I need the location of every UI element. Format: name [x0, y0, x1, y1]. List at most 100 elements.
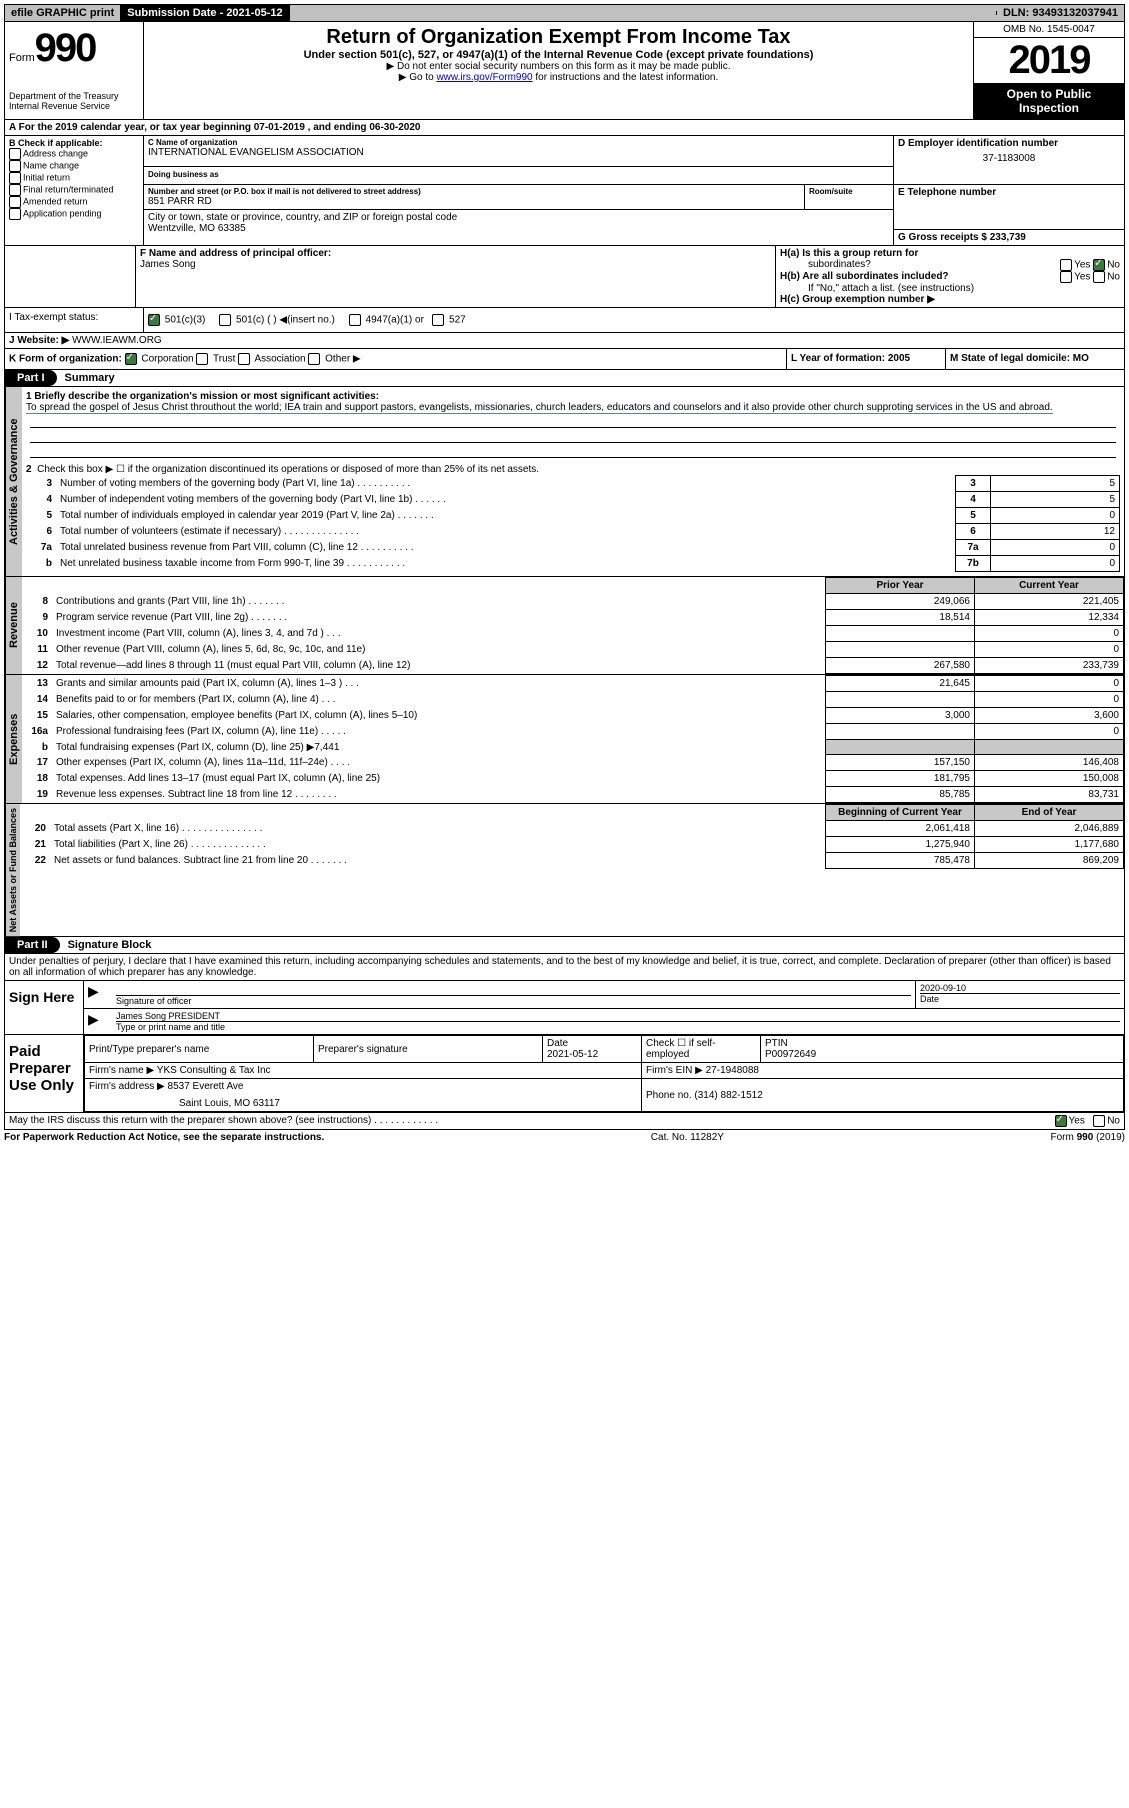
- col-d: D Employer identification number 37-1183…: [893, 136, 1124, 245]
- topbar-spacer: [290, 11, 997, 15]
- chk-amended[interactable]: [9, 196, 21, 208]
- rev-content: Prior Year Current Year 8Contributions a…: [22, 577, 1124, 674]
- table-row: 11Other revenue (Part VIII, column (A), …: [22, 642, 1124, 658]
- chk-pending[interactable]: [9, 208, 21, 220]
- l-val: L Year of formation: 2005: [791, 353, 910, 364]
- blank2: [30, 428, 1116, 443]
- net-content: Beginning of Current Year End of Year 20…: [20, 804, 1124, 936]
- prior-h: Prior Year: [826, 578, 975, 594]
- discuss-yes: Yes: [1069, 1116, 1085, 1127]
- chk-501c[interactable]: [219, 314, 231, 326]
- f-name: James Song: [140, 259, 196, 270]
- hb-no: No: [1107, 272, 1120, 283]
- net-header: Beginning of Current Year End of Year: [20, 805, 1124, 821]
- firm-ein-l: Firm's EIN ▶: [646, 1065, 703, 1076]
- print-name: Print/Type preparer's name: [85, 1036, 314, 1063]
- k-trust: Trust: [213, 354, 235, 365]
- hb-no-chk[interactable]: [1093, 271, 1105, 283]
- irs-link[interactable]: www.irs.gov/Form990: [436, 72, 532, 83]
- form-number: Form 990: [9, 26, 139, 71]
- sig-date-val: 2020-09-10: [920, 983, 1120, 993]
- table-row: 22Net assets or fund balances. Subtract …: [20, 853, 1124, 869]
- table-row: 12Total revenue—add lines 8 through 11 (…: [22, 658, 1124, 674]
- street-box: Number and street (or P.O. box if mail i…: [144, 185, 893, 210]
- footer-left: For Paperwork Reduction Act Notice, see …: [4, 1132, 324, 1143]
- current-h: Current Year: [975, 578, 1124, 594]
- gross-box: G Gross receipts $ 233,739: [894, 230, 1124, 245]
- open-public: Open to Public Inspection: [974, 83, 1124, 119]
- table-row: 15Salaries, other compensation, employee…: [22, 708, 1124, 724]
- chk-other[interactable]: [308, 353, 320, 365]
- row-i: I Tax-exempt status: 501(c)(3) 501(c) ( …: [4, 308, 1125, 333]
- paid-date-v: 2021-05-12: [547, 1049, 598, 1060]
- m-cell: M State of legal domicile: MO: [945, 349, 1124, 369]
- ha-no-chk[interactable]: [1093, 259, 1105, 271]
- phone-box: E Telephone number: [894, 185, 1124, 230]
- chk-corp[interactable]: [125, 353, 137, 365]
- ha-no: No: [1107, 260, 1120, 271]
- chk-initial[interactable]: [9, 172, 21, 184]
- hb-note: If "No," attach a list. (see instruction…: [808, 283, 1120, 294]
- sig-row2: ▶ James Song PRESIDENT Type or print nam…: [84, 1009, 1124, 1034]
- opt-initial: Initial return: [23, 172, 70, 182]
- open2: Inspection: [1019, 101, 1079, 115]
- arrow-icon: ▶: [88, 983, 99, 999]
- sign-here: Sign Here ▶ Signature of officer 2020-09…: [4, 981, 1125, 1035]
- discuss-yes-chk[interactable]: [1055, 1115, 1067, 1127]
- f-label: F Name and address of principal officer:: [140, 248, 331, 259]
- table-row: 9Program service revenue (Part VIII, lin…: [22, 610, 1124, 626]
- sign-here-label: Sign Here: [5, 981, 84, 1034]
- gov-table: 3Number of voting members of the governi…: [26, 475, 1120, 572]
- row-a-text: A For the 2019 calendar year, or tax yea…: [9, 122, 420, 133]
- col-c: C Name of organization INTERNATIONAL EVA…: [144, 136, 893, 245]
- chk-assoc[interactable]: [238, 353, 250, 365]
- opt-final: Final return/terminated: [23, 184, 114, 194]
- part1-title: Summary: [57, 370, 123, 386]
- arrow-icon2: ▶: [88, 1011, 99, 1027]
- paid-table: Print/Type preparer's name Preparer's si…: [84, 1035, 1124, 1112]
- ptin-l: PTIN: [765, 1038, 788, 1049]
- revenue-section: Revenue Prior Year Current Year 8Contrib…: [4, 577, 1125, 675]
- chk-4947[interactable]: [349, 314, 361, 326]
- footer: For Paperwork Reduction Act Notice, see …: [4, 1130, 1125, 1145]
- ein-label: D Employer identification number: [898, 138, 1058, 149]
- hb-yes-chk[interactable]: [1060, 271, 1072, 283]
- vlabel-gov: Activities & Governance: [5, 387, 22, 576]
- room-label: Room/suite: [809, 187, 889, 196]
- line1: 1 Briefly describe the organization's mi…: [26, 391, 1120, 413]
- table-row: bTotal fundraising expenses (Part IX, co…: [22, 740, 1124, 755]
- table-row: 10Investment income (Part VIII, column (…: [22, 626, 1124, 642]
- line1-text: To spread the gospel of Jesus Christ thr…: [26, 402, 1053, 414]
- discuss-no-chk[interactable]: [1093, 1115, 1105, 1127]
- city-box: City or town, state or province, country…: [144, 210, 893, 236]
- tax-year: 2019: [974, 38, 1124, 83]
- chk-501c3[interactable]: [148, 314, 160, 326]
- chk-trust[interactable]: [196, 353, 208, 365]
- k-assoc: Association: [254, 354, 305, 365]
- paid-date-l: Date: [547, 1038, 568, 1049]
- discuss-row: May the IRS discuss this return with the…: [4, 1113, 1125, 1130]
- row-k: K Form of organization: Corporation Trus…: [4, 349, 1125, 370]
- rev-header: Prior Year Current Year: [22, 578, 1124, 594]
- opt-pending: Application pending: [23, 208, 102, 218]
- chk-527[interactable]: [432, 314, 444, 326]
- chk-address[interactable]: [9, 148, 21, 160]
- chk-final[interactable]: [9, 184, 21, 196]
- table-row: 17Other expenses (Part IX, column (A), l…: [22, 755, 1124, 771]
- ptin-v: P00972649: [765, 1049, 816, 1060]
- ha-yes-chk[interactable]: [1060, 259, 1072, 271]
- form-header: Form 990 Department of the Treasury Inte…: [4, 22, 1125, 120]
- part1-header: Part I Summary: [4, 370, 1125, 387]
- table-row: 8Contributions and grants (Part VIII, li…: [22, 594, 1124, 610]
- subtitle: Under section 501(c), 527, or 4947(a)(1)…: [148, 49, 969, 61]
- chk-name[interactable]: [9, 160, 21, 172]
- website-val: WWW.IEAWM.ORG: [72, 335, 162, 346]
- paid-right: Print/Type preparer's name Preparer's si…: [84, 1035, 1124, 1112]
- paid-prep-label: Paid Preparer Use Only: [5, 1035, 84, 1112]
- street-val: 851 PARR RD: [148, 196, 800, 207]
- line2: 2 Check this box ▶ ☐ if the organization…: [26, 464, 1120, 475]
- section-bcd: B Check if applicable: Address change Na…: [4, 136, 1125, 246]
- table-row: 14Benefits paid to or for members (Part …: [22, 692, 1124, 708]
- begin-h: Beginning of Current Year: [826, 805, 975, 821]
- k-label: K Form of organization:: [9, 354, 122, 365]
